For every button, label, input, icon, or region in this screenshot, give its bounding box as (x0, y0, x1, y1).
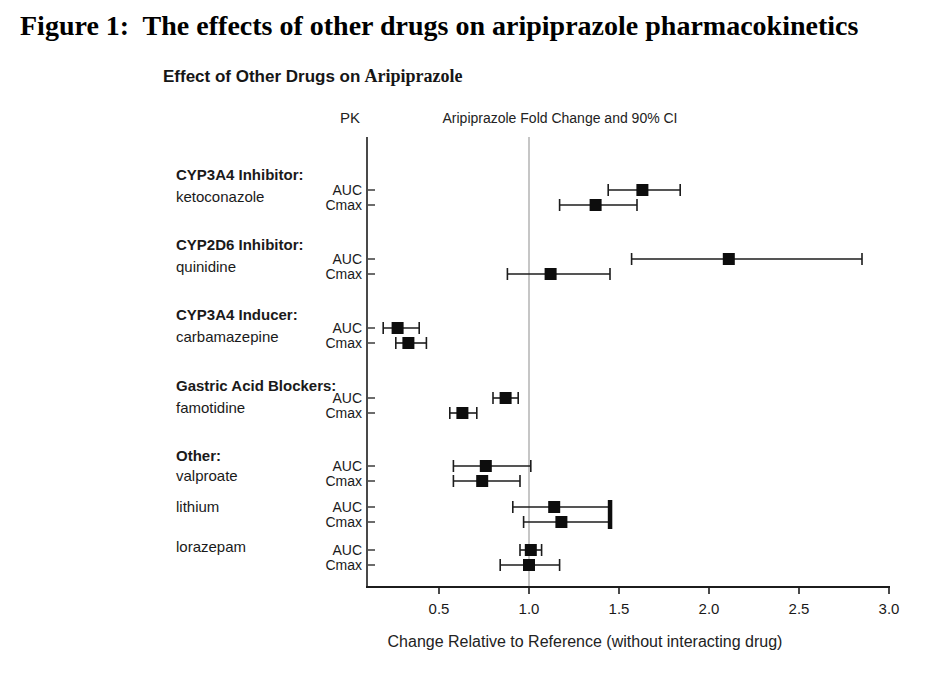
pk-row-label: AUC (332, 320, 362, 336)
point-estimate-marker (525, 544, 537, 556)
pk-row-label: Cmax (325, 197, 362, 213)
point-estimate-marker (392, 322, 404, 334)
point-estimate-marker (723, 253, 735, 265)
x-axis-tick-label: 2.0 (699, 600, 720, 617)
pk-row-label: AUC (332, 458, 362, 474)
pk-row-label: Cmax (325, 557, 362, 573)
drug-label: carbamazepine (176, 328, 279, 345)
pk-row-label: Cmax (325, 473, 362, 489)
drug-label: lithium (176, 498, 219, 515)
point-estimate-marker (500, 392, 512, 404)
pk-row-label: AUC (332, 251, 362, 267)
point-estimate-marker (590, 199, 602, 211)
point-estimate-marker (476, 475, 488, 487)
point-estimate-marker (545, 268, 557, 280)
drug-label: ketoconazole (176, 188, 264, 205)
pk-row-label: AUC (332, 499, 362, 515)
x-axis-tick-label: 1.0 (519, 600, 540, 617)
x-axis-label: Change Relative to Reference (without in… (320, 633, 850, 651)
drug-label: lorazepam (176, 538, 246, 555)
pk-row-label: AUC (332, 182, 362, 198)
drug-label: valproate (176, 467, 238, 484)
x-axis-tick-label: 2.5 (789, 600, 810, 617)
pk-row-label: AUC (332, 390, 362, 406)
forest-plot: 0.5 1.0 1.5 2.0 2.5 3.0 CYP3A4 Inhibitor: ketoc… (0, 0, 943, 674)
ci-cap-right-merged (608, 500, 613, 529)
group-header-label: Gastric Acid Blockers: (176, 377, 336, 394)
point-estimate-marker (480, 460, 492, 472)
point-estimate-marker (402, 337, 414, 349)
point-estimate-marker (636, 184, 648, 196)
pk-row-label: Cmax (325, 335, 362, 351)
figure-page: Figure 1: The effects of other drugs on … (0, 0, 943, 674)
group-header-label: CYP3A4 Inducer: (176, 306, 298, 323)
pk-row-label: Cmax (325, 266, 362, 282)
group-header-label: CYP2D6 Inhibitor: (176, 236, 304, 253)
pk-row-label: AUC (332, 542, 362, 558)
x-axis-tick-label: 0.5 (429, 600, 450, 617)
pk-row-label: Cmax (325, 405, 362, 421)
pk-row-label: Cmax (325, 514, 362, 530)
x-axis-tick-label: 3.0 (879, 600, 900, 617)
point-estimate-marker (456, 407, 468, 419)
drug-label: quinidine (176, 258, 236, 275)
group-header-label: CYP3A4 Inhibitor: (176, 166, 304, 183)
drug-label: famotidine (176, 399, 245, 416)
group-header-label: Other: (176, 447, 221, 464)
point-estimate-marker (555, 516, 567, 528)
point-estimate-marker (523, 559, 535, 571)
x-axis-tick-label: 1.5 (609, 600, 630, 617)
point-estimate-marker (548, 501, 560, 513)
